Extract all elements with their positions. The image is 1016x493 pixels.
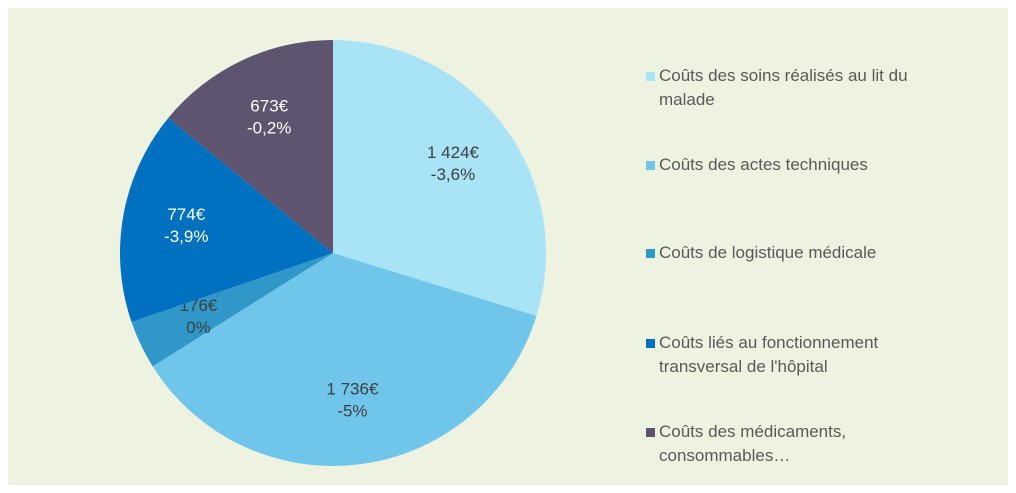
legend-label: Coûts des actes techniques <box>659 155 868 174</box>
slice-change-label: -0,2% <box>247 119 291 138</box>
legend-label: Coûts de logistique médicale <box>659 243 877 262</box>
legend-entry: Coûts de logistique médicale <box>646 241 946 265</box>
legend-label: Coûts des médicaments, consommables… <box>659 422 847 465</box>
slice-value-label: 1 736€ <box>326 379 379 398</box>
slice-change-label: -5% <box>337 401 367 420</box>
legend-swatch <box>646 339 655 348</box>
legend-entry: Coûts liés au fonctionnement transversal… <box>646 331 946 379</box>
legend-swatch <box>646 161 655 170</box>
legend-swatch <box>646 428 655 437</box>
legend-entry: Coûts des soins réalisés au lit du malad… <box>646 64 946 112</box>
legend-swatch <box>646 249 655 258</box>
legend-label: Coûts liés au fonctionnement transversal… <box>659 333 879 376</box>
pie-slice <box>168 40 333 253</box>
pie-slice <box>333 40 546 316</box>
pie-slice <box>119 117 333 323</box>
slice-change-label: -3,6% <box>431 165 475 184</box>
legend-label: Coûts des soins réalisés au lit du malad… <box>659 66 908 109</box>
slice-change-label: 0% <box>186 318 211 337</box>
slice-value-label: 1 424€ <box>427 143 480 162</box>
legend-entry: Coûts des actes techniques <box>646 153 946 177</box>
pie-slice <box>131 253 333 367</box>
slice-value-label: 774€ <box>167 205 205 224</box>
slice-value-label: 673€ <box>250 97 288 116</box>
pie-slice <box>152 253 537 467</box>
legend-swatch <box>646 72 655 81</box>
legend-entry: Coûts des médicaments, consommables… <box>646 420 946 468</box>
slice-change-label: -3,9% <box>164 227 208 246</box>
